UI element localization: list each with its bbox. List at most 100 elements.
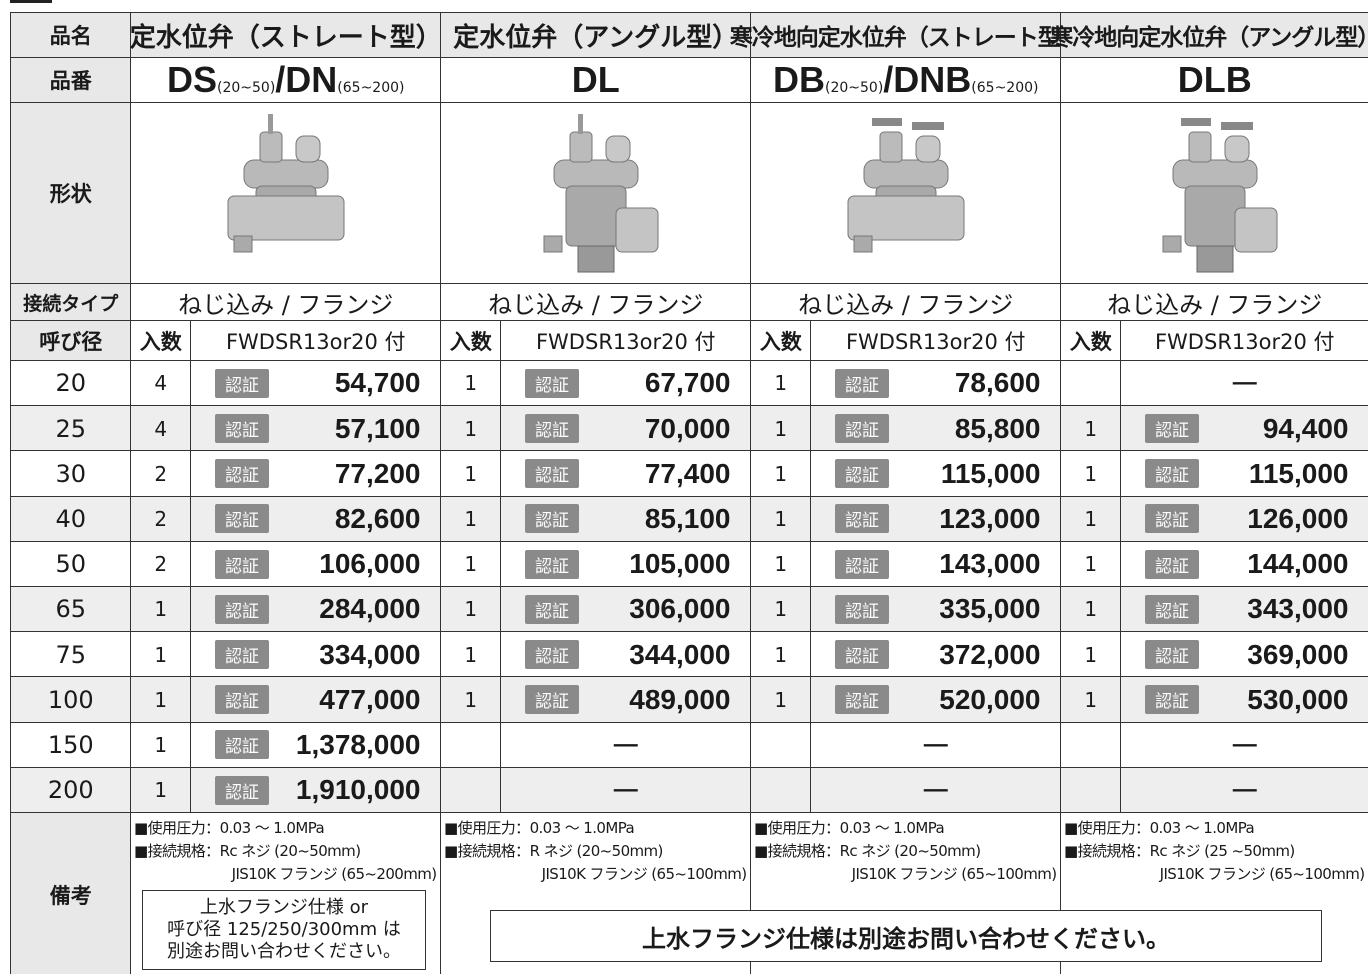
- cert-badge: 認証: [525, 685, 579, 715]
- qty: 1: [774, 461, 788, 486]
- price-cell: 認証 115,000: [1120, 450, 1368, 498]
- cert-badge: 認証: [835, 685, 889, 715]
- price-cell: 認証 143,000: [810, 540, 1062, 588]
- nominal-size: 50: [55, 550, 87, 579]
- qty: 1: [464, 552, 478, 577]
- qty-header-cell: 入数: [1060, 320, 1122, 362]
- qty-cell: 1: [750, 495, 812, 543]
- qty-cell: 1: [130, 631, 192, 678]
- qty-cell: 1: [1060, 676, 1122, 724]
- qty-cell: 1: [750, 450, 812, 498]
- cert-badge: 認証: [835, 414, 889, 444]
- product-name: 寒冷地向定水位弁（アングル型）: [1050, 25, 1368, 52]
- product-code: DL: [572, 59, 620, 101]
- product-code-cell: DL: [440, 57, 752, 104]
- qty-cell: [1060, 721, 1122, 769]
- qty-cell: 1: [750, 586, 812, 633]
- price: 343,000: [1247, 593, 1349, 625]
- cert-badge: 認証: [525, 640, 579, 670]
- qty-cell: 1: [440, 540, 502, 588]
- price: —: [1232, 369, 1257, 397]
- code-part: DS: [166, 59, 217, 101]
- size-cell: 65: [10, 586, 132, 633]
- qty-cell: 1: [1060, 450, 1122, 498]
- qty-header-cell: 入数: [130, 320, 192, 362]
- connection-type: ねじ込み / フランジ: [178, 290, 394, 319]
- price-header: FWDSR13or20 付: [225, 329, 406, 354]
- code-part: DL: [571, 59, 620, 101]
- price: —: [613, 776, 638, 804]
- qty: 1: [464, 597, 478, 622]
- price-cell: 認証 85,100: [500, 495, 752, 543]
- cert-badge: 認証: [525, 504, 579, 534]
- qty-cell: 4: [130, 405, 192, 452]
- cert-badge: 認証: [1145, 459, 1199, 489]
- qty-cell: [750, 721, 812, 769]
- size-cell: 25: [10, 405, 132, 452]
- cert-badge: 認証: [525, 459, 579, 489]
- note-line: ■接続規格：Rc ネジ (20~50mm): [754, 842, 981, 860]
- note-box-line: 上水フランジ仕様 or: [199, 897, 369, 918]
- price: —: [923, 776, 948, 804]
- qty-cell: 1: [130, 766, 192, 814]
- price: 123,000: [939, 502, 1041, 534]
- row-label: 形状: [49, 182, 92, 207]
- note-line: ■使用圧力：0.03 ～ 1.0MPa: [754, 819, 945, 837]
- product-code: DS (20~50)/DN (65~200): [167, 59, 405, 101]
- qty: 1: [1084, 597, 1098, 622]
- price: 57,100: [334, 412, 421, 444]
- note-line: JIS10K フランジ (65~100mm): [851, 865, 1057, 883]
- price-cell: 認証 70,000: [500, 405, 752, 452]
- valve-image: [1162, 118, 1278, 273]
- size-cell: 100: [10, 676, 132, 724]
- qty-cell: 2: [130, 495, 192, 543]
- row-label-cell: 形状: [10, 102, 132, 285]
- price-cell: 認証 477,000: [190, 676, 442, 724]
- qty-cell: 1: [130, 586, 192, 633]
- qty-cell: [1060, 360, 1122, 407]
- qty: 1: [774, 597, 788, 622]
- price-header-cell: FWDSR13or20 付: [810, 320, 1062, 362]
- qty: 1: [154, 732, 168, 757]
- price: 105,000: [629, 548, 731, 580]
- qty: 1: [154, 778, 168, 803]
- cert-badge: 認証: [835, 459, 889, 489]
- code-part: /DNB: [883, 59, 972, 101]
- row-label: 呼び径: [39, 329, 103, 354]
- product-image-cell: [1060, 102, 1368, 285]
- qty-header: 入数: [759, 329, 802, 354]
- qty: 1: [774, 416, 788, 441]
- code-part: DB: [773, 59, 825, 101]
- note-line: ■使用圧力：0.03 ～ 1.0MPa: [134, 819, 325, 837]
- qty: 1: [1084, 416, 1098, 441]
- price: 85,800: [954, 412, 1041, 444]
- price-cell: 認証 489,000: [500, 676, 752, 724]
- qty-cell: [440, 721, 502, 769]
- price-cell: —: [810, 766, 1062, 814]
- price: —: [923, 730, 948, 758]
- price-cell: 認証 520,000: [810, 676, 1062, 724]
- connection-type: ねじ込み / フランジ: [1107, 290, 1323, 319]
- cert-badge: 認証: [215, 640, 269, 670]
- qty: 1: [1084, 506, 1098, 531]
- price-header-cell: FWDSR13or20 付: [1120, 320, 1368, 362]
- price-header-cell: FWDSR13or20 付: [190, 320, 442, 362]
- price-cell: 認証 115,000: [810, 450, 1062, 498]
- cert-badge: 認証: [215, 368, 269, 398]
- code-part: (65~200): [337, 80, 405, 97]
- valve-image: [227, 114, 345, 253]
- qty: 1: [1084, 687, 1098, 712]
- qty-cell: 2: [130, 450, 192, 498]
- price: 94,400: [1262, 412, 1349, 444]
- price-cell: 認証 106,000: [190, 540, 442, 588]
- size-cell: 200: [10, 766, 132, 814]
- price-cell: —: [1120, 360, 1368, 407]
- qty: 1: [1084, 552, 1098, 577]
- qty: 1: [464, 416, 478, 441]
- qty-header-cell: 入数: [440, 320, 502, 362]
- price-cell: 認証 343,000: [1120, 586, 1368, 633]
- product-code: DLB: [1178, 59, 1252, 101]
- corner-mark: [10, 0, 52, 3]
- qty: 1: [464, 461, 478, 486]
